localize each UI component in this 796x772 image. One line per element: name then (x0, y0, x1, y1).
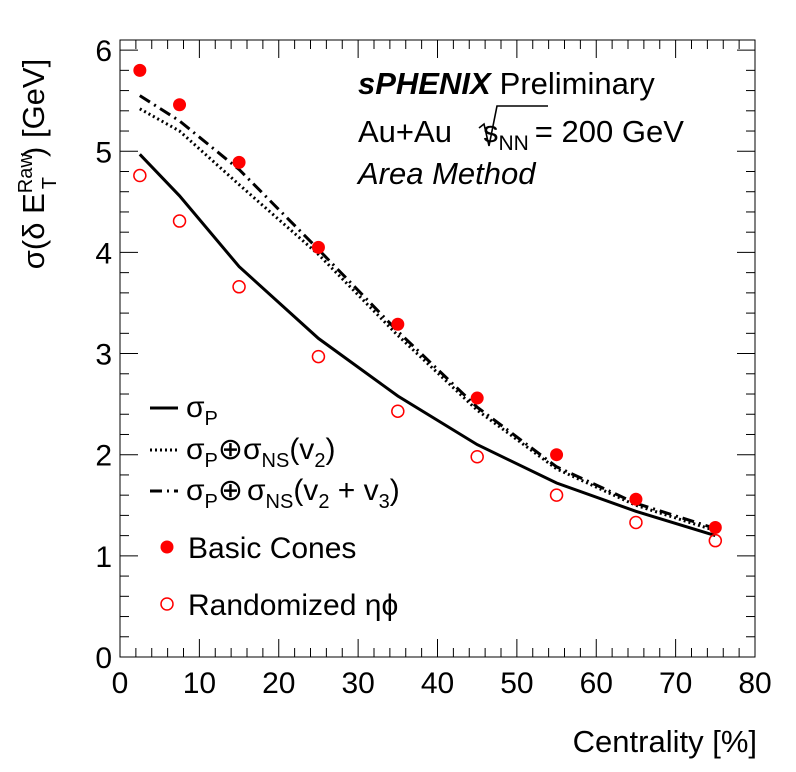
randomized-point (232, 280, 246, 294)
y-tick-label: 6 (95, 35, 112, 68)
x-tick-label: 20 (262, 667, 295, 700)
series-line-1 (139, 107, 716, 533)
legend-label-sigma-p-ns-v2: σP⊕σNS(v2) (186, 433, 335, 472)
randomized-point (470, 449, 484, 464)
legend-label-randomized: Randomized ηϕ (188, 589, 398, 622)
x-tick-label: 80 (738, 667, 771, 700)
x-tick-label: 70 (659, 667, 692, 700)
x-tick-label: 0 (112, 667, 129, 700)
basic-cones-point (629, 492, 643, 506)
x-axis-title: Centrality [%] (573, 724, 757, 759)
legend: σP σP⊕σNS(v2) σP⊕ σNS(v2 + v3) Basic Cone… (150, 391, 400, 622)
y-tick-label: 0 (95, 642, 112, 675)
x-tick-label: 10 (183, 667, 216, 700)
x-tick-label: 50 (500, 667, 533, 700)
basic-cones-point (391, 317, 405, 331)
randomized-point (391, 404, 405, 418)
y-tick-label: 4 (95, 237, 112, 270)
series-line-0 (138, 153, 716, 538)
basic-cones-point (133, 63, 147, 77)
randomized-point (172, 214, 187, 228)
method-label: Area Method (356, 156, 537, 191)
x-tick-label: 30 (341, 667, 374, 700)
legend-label-sigma-p: σP (186, 391, 218, 430)
y-axis-title: σ(δ ERaw T) [GeV] (15, 59, 61, 269)
y-tick-label: 2 (95, 440, 112, 473)
basic-cones-point (708, 521, 722, 535)
basic-cones-point (232, 155, 246, 169)
legend-label-sigma-p-ns-v2-v3: σP⊕ σNS(v2 + v3) (186, 474, 400, 513)
series-line-2 (138, 94, 716, 530)
collision-system-label: Au+Au sNN = 200 GeV (358, 114, 684, 155)
basic-cones-point (311, 240, 325, 254)
experiment-label: sPHENIX Preliminary (358, 66, 655, 101)
basic-cones-point (470, 391, 484, 405)
axis-tick-labels: 0 10 20 30 40 50 60 70 80 0 1 2 3 4 5 6 (95, 35, 771, 700)
x-tick-label: 40 (421, 667, 454, 700)
randomized-point (311, 349, 326, 364)
series-lines (138, 94, 716, 538)
legend-marker-randomized (160, 597, 174, 611)
x-tick-label: 60 (580, 667, 613, 700)
randomized-point (133, 168, 147, 183)
legend-label-basic-cones: Basic Cones (188, 532, 356, 565)
series-markers (133, 63, 723, 548)
axis-ticks (119, 40, 756, 658)
randomized-point (629, 515, 643, 530)
sqrt-symbol (478, 105, 548, 147)
randomized-point (708, 533, 723, 548)
y-tick-label: 5 (95, 136, 112, 169)
randomized-point (549, 488, 564, 502)
y-tick-label: 1 (95, 541, 112, 574)
basic-cones-point (550, 448, 564, 462)
basic-cones-point (173, 98, 187, 112)
legend-marker-basic-cones (160, 540, 174, 554)
y-tick-label: 3 (95, 339, 112, 372)
